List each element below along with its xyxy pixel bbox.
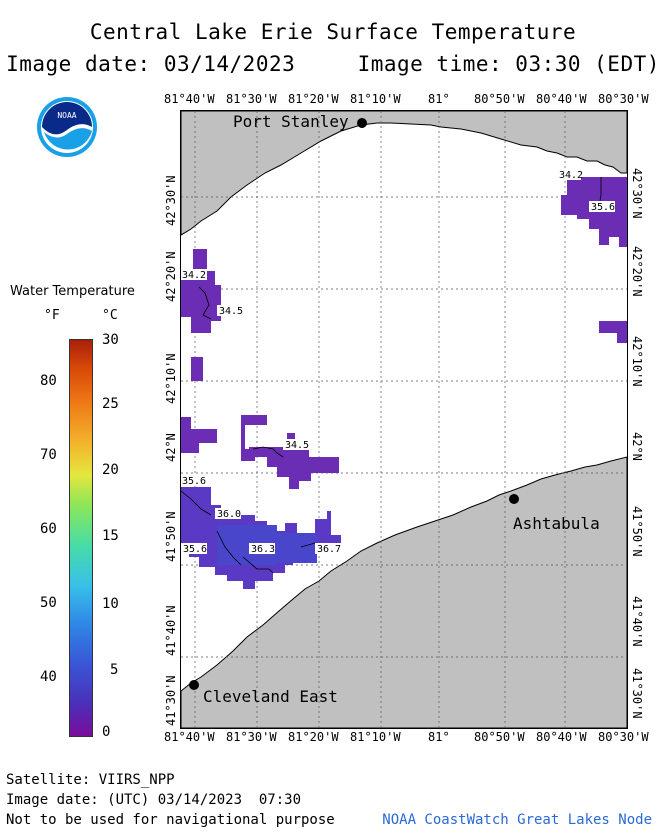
lon-label: 80°30'W [598, 730, 649, 744]
svg-text:36.3: 36.3 [251, 544, 275, 555]
map-title: Central Lake Erie Surface Temperature [89, 20, 577, 44]
c-tick: 10 [102, 596, 119, 612]
lat-label: 42°30'N [630, 168, 644, 219]
lat-label: 41°50'N [164, 511, 178, 562]
contour-label: 35.6 [181, 543, 207, 555]
c-tick: 30 [102, 332, 119, 348]
city-marker [357, 118, 367, 128]
lat-label: 41°40'N [164, 605, 178, 656]
contour-label: 36.3 [249, 543, 275, 555]
f-tick: 40 [40, 669, 57, 685]
contour-label: 34.2 [557, 169, 583, 181]
svg-text:36.7: 36.7 [317, 544, 341, 555]
lon-label: 81°10'W [350, 92, 401, 106]
f-tick: 50 [40, 595, 57, 611]
footer-disclaimer: Not to be used for navigational purpose [6, 812, 335, 828]
c-tick: 15 [102, 528, 119, 544]
svg-text:35.6: 35.6 [183, 544, 207, 555]
north-shore-land [181, 111, 627, 236]
lon-label: 81°40'W [164, 730, 215, 744]
c-tick: 20 [102, 462, 119, 478]
lat-label: 42°20'N [630, 246, 644, 297]
lat-label: 42°N [164, 433, 178, 462]
lat-label: 42°20'N [164, 251, 178, 302]
lon-label: 81°10'W [350, 730, 401, 744]
city-port-stanley[interactable]: Port Stanley [233, 112, 367, 131]
city-marker [509, 494, 519, 504]
contour-label: 34.2 [181, 269, 207, 281]
footer-credit: NOAA CoastWatch Great Lakes Node [382, 812, 652, 828]
lon-label: 80°50'W [474, 730, 525, 744]
sst-patch-center-mid [241, 415, 267, 461]
image-datetime: Image date: 03/14/2023 Image time: 03:30… [0, 52, 666, 76]
c-tick: 5 [110, 662, 119, 678]
sst-patch-west-small [191, 357, 203, 381]
south-shore-land [181, 456, 627, 728]
legend-unit-f: °F [44, 308, 60, 323]
c-tick: 25 [102, 396, 119, 412]
lon-label: 80°40'W [536, 92, 587, 106]
svg-text:34.5: 34.5 [285, 440, 309, 451]
sst-patch-east [599, 321, 627, 343]
sst-patch-center [249, 433, 339, 489]
lon-label: 81° [428, 730, 450, 744]
c-tick: 0 [102, 724, 111, 740]
svg-text:35.6: 35.6 [591, 202, 615, 213]
city-ashtabula[interactable]: Ashtabula [509, 494, 600, 533]
lat-label: 41°30'N [164, 675, 178, 726]
sst-patch-warm-core-east [277, 533, 317, 563]
city-marker [189, 680, 199, 690]
lon-label: 81°20'W [288, 730, 339, 744]
lon-label: 81° [428, 92, 450, 106]
svg-text:34.2: 34.2 [182, 270, 206, 281]
svg-text:34.5: 34.5 [219, 306, 243, 317]
contour-label-group: 34.2 35.6 34.2 34.5 34.5 35.6 36.0 35.6 … [181, 169, 615, 555]
city-label-cleveland-east: Cleveland East [203, 687, 338, 706]
city-label-port-stanley: Port Stanley [233, 112, 349, 131]
svg-text:34.2: 34.2 [559, 170, 583, 181]
lat-label: 42°10'N [630, 336, 644, 387]
contour-label: 34.5 [283, 439, 309, 451]
f-tick: 70 [40, 447, 57, 463]
f-tick: 60 [40, 521, 57, 537]
contour-label: 36.0 [215, 508, 241, 520]
lon-label: 81°30'W [226, 730, 277, 744]
noaa-logo: NOAA [36, 96, 98, 158]
sst-patch-west-mid [181, 417, 217, 453]
svg-text:35.6: 35.6 [182, 476, 206, 487]
contour-label: 36.7 [315, 543, 341, 555]
svg-text:36.0: 36.0 [217, 509, 241, 520]
contour-label: 34.5 [217, 305, 243, 317]
lat-label: 41°50'N [630, 506, 644, 557]
footer-satellite: Satellite: VIIRS_NPP [6, 772, 175, 788]
lat-label: 42°N [630, 432, 644, 461]
lon-label: 80°30'W [598, 92, 649, 106]
map-svg: 34.2 35.6 34.2 34.5 34.5 35.6 36.0 35.6 … [181, 111, 627, 728]
lon-label: 81°20'W [288, 92, 339, 106]
image-date: Image date: 03/14/2023 [6, 52, 296, 76]
sst-patch-west-upper [181, 249, 221, 333]
city-cleveland-east[interactable]: Cleveland East [189, 680, 338, 706]
contour-label: 35.6 [589, 201, 615, 213]
lon-label: 80°40'W [536, 730, 587, 744]
legend-colorbar [69, 339, 93, 737]
lon-label: 81°40'W [164, 92, 215, 106]
lon-label: 80°50'W [474, 92, 525, 106]
lon-label: 81°30'W [226, 92, 277, 106]
lat-label: 41°30'N [630, 668, 644, 719]
legend-unit-c: °C [102, 308, 118, 323]
noaa-logo-text: NOAA [57, 111, 76, 120]
legend-title: Water Temperature [10, 284, 135, 299]
lat-label: 42°10'N [164, 353, 178, 404]
graticule [181, 111, 627, 728]
lat-label: 41°40'N [630, 596, 644, 647]
lat-label: 42°30'N [164, 175, 178, 226]
image-time: Image time: 03:30 (EDT) [357, 52, 660, 76]
map-panel[interactable]: 34.2 35.6 34.2 34.5 34.5 35.6 36.0 35.6 … [180, 110, 628, 729]
f-tick: 80 [40, 373, 57, 389]
contour-label: 35.6 [181, 475, 207, 487]
city-label-ashtabula: Ashtabula [513, 514, 600, 533]
footer-utc-date: Image date: (UTC) 03/14/2023 07:30 [6, 792, 302, 808]
